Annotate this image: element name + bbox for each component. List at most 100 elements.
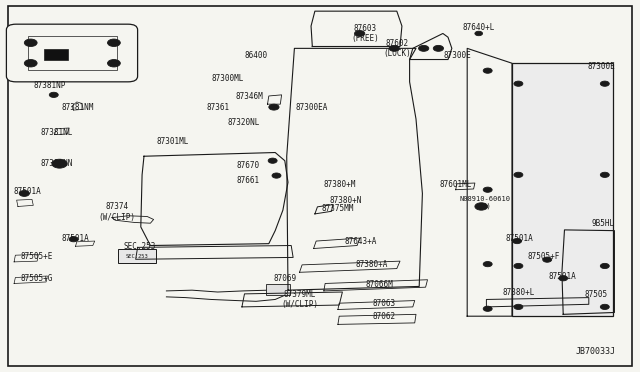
Circle shape [545, 259, 549, 261]
Circle shape [108, 60, 120, 67]
Circle shape [433, 45, 444, 51]
Text: 87381NM: 87381NM [62, 103, 94, 112]
Text: 87361: 87361 [206, 103, 229, 112]
Text: 87661: 87661 [237, 176, 260, 185]
Text: 87346M: 87346M [236, 92, 264, 101]
Polygon shape [268, 95, 282, 104]
Bar [118, 249, 156, 263]
Circle shape [600, 304, 609, 310]
Text: 87069: 87069 [274, 274, 297, 283]
Text: 87301ML: 87301ML [157, 137, 189, 146]
Circle shape [108, 39, 120, 46]
Text: 87381NN: 87381NN [40, 159, 72, 168]
Circle shape [600, 263, 609, 269]
Polygon shape [562, 230, 614, 314]
Circle shape [483, 187, 492, 192]
Polygon shape [300, 261, 400, 272]
Text: 87381NP: 87381NP [34, 81, 66, 90]
Text: JB70033J: JB70033J [575, 347, 615, 356]
Text: 87381NL: 87381NL [40, 128, 72, 137]
Polygon shape [14, 254, 38, 262]
Bar [44, 49, 68, 60]
Text: 87505+F: 87505+F [528, 252, 560, 261]
Circle shape [514, 263, 523, 269]
Circle shape [355, 31, 365, 36]
Polygon shape [410, 33, 452, 60]
Polygon shape [242, 292, 342, 307]
Circle shape [24, 39, 37, 46]
Polygon shape [324, 280, 428, 291]
Polygon shape [315, 205, 333, 214]
Circle shape [513, 238, 522, 244]
Text: 86400: 86400 [244, 51, 268, 60]
Polygon shape [136, 246, 293, 259]
Text: 87379ML
(W/CLIP): 87379ML (W/CLIP) [281, 290, 318, 309]
Text: 87501A: 87501A [548, 272, 576, 280]
Circle shape [419, 45, 429, 51]
Text: 87062: 87062 [372, 312, 396, 321]
Circle shape [483, 306, 492, 311]
Circle shape [515, 240, 519, 242]
Bar [266, 284, 290, 295]
Text: 87320NL: 87320NL [227, 118, 259, 127]
Text: 87505+E: 87505+E [21, 252, 53, 261]
Text: 87601ML: 87601ML [440, 180, 472, 189]
Text: 9B5HL: 9B5HL [591, 219, 614, 228]
Text: 87380+A: 87380+A [355, 260, 387, 269]
Text: 87505: 87505 [585, 290, 608, 299]
Text: 87375MM: 87375MM [322, 204, 354, 213]
Text: 87670: 87670 [237, 161, 260, 170]
Polygon shape [14, 276, 47, 283]
Text: 87380+M: 87380+M [323, 180, 355, 189]
Text: 87066M: 87066M [365, 280, 393, 289]
Circle shape [475, 203, 488, 210]
Text: 87063: 87063 [372, 299, 396, 308]
Circle shape [19, 190, 29, 196]
Circle shape [514, 172, 523, 177]
Text: 87501A: 87501A [13, 187, 41, 196]
Text: N08910-60610
(2): N08910-60610 (2) [460, 196, 511, 209]
Text: 87374
(W/CLIP): 87374 (W/CLIP) [99, 202, 136, 222]
Polygon shape [314, 238, 360, 248]
Text: 87300EA: 87300EA [296, 103, 328, 112]
Circle shape [483, 68, 492, 73]
Text: 87300E: 87300E [588, 62, 616, 71]
Polygon shape [456, 183, 475, 190]
Circle shape [269, 104, 279, 110]
Circle shape [514, 81, 523, 86]
Circle shape [483, 262, 492, 267]
Circle shape [559, 276, 568, 281]
Text: 87300ML: 87300ML [211, 74, 243, 83]
Polygon shape [467, 48, 512, 316]
Polygon shape [54, 128, 69, 135]
Circle shape [600, 172, 609, 177]
Bar [512, 63, 613, 316]
Circle shape [600, 81, 609, 86]
Polygon shape [486, 298, 589, 307]
Text: 87380+L: 87380+L [502, 288, 534, 296]
Bar [28, 36, 117, 70]
Polygon shape [112, 216, 154, 223]
Circle shape [475, 31, 483, 36]
Text: 87603
(FREE): 87603 (FREE) [351, 24, 379, 43]
Polygon shape [76, 241, 95, 246]
Text: SEC.253: SEC.253 [125, 254, 148, 259]
FancyBboxPatch shape [6, 24, 138, 82]
Text: 87300E: 87300E [444, 51, 472, 60]
Polygon shape [338, 301, 415, 310]
Text: 87380+N: 87380+N [330, 196, 362, 205]
Text: 87643+A: 87643+A [345, 237, 377, 246]
Text: SEC.253: SEC.253 [124, 242, 156, 251]
Polygon shape [338, 314, 416, 324]
Text: 87501A: 87501A [61, 234, 90, 243]
Circle shape [268, 158, 277, 163]
Text: 87501A: 87501A [506, 234, 534, 243]
Polygon shape [311, 11, 402, 46]
Polygon shape [141, 153, 288, 246]
Circle shape [52, 159, 67, 168]
Polygon shape [17, 199, 33, 206]
Circle shape [49, 92, 58, 97]
Text: 87640+L: 87640+L [463, 23, 495, 32]
Circle shape [69, 237, 78, 242]
Circle shape [514, 304, 523, 310]
